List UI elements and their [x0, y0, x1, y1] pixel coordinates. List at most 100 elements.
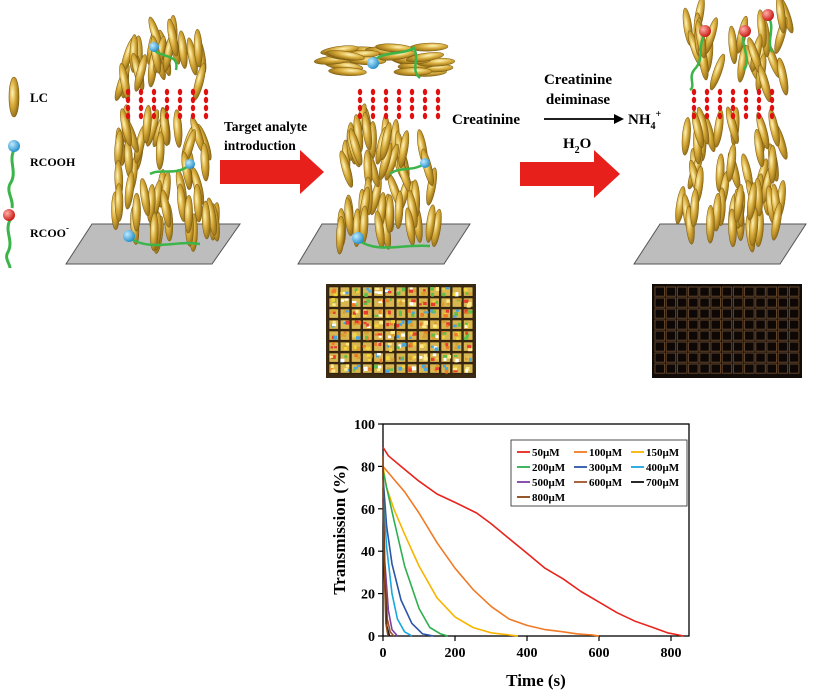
- x-tick-label: 800: [661, 646, 682, 661]
- interface-dot: [203, 96, 209, 104]
- interface-dot: [730, 104, 736, 112]
- pom-cell: [665, 319, 677, 330]
- interface-dot: [151, 104, 157, 112]
- pom-cell: [688, 352, 699, 363]
- lc-molecule: [184, 194, 193, 234]
- lc-molecule: [728, 25, 738, 65]
- pom-cell: [676, 297, 688, 308]
- chart-xlabel: Time (s): [506, 671, 566, 690]
- pom-cell: [373, 352, 384, 363]
- lc-molecule: [328, 67, 367, 76]
- lc-molecule: [178, 30, 188, 69]
- lc-molecule: [201, 200, 211, 240]
- lc-legend-icon: [8, 76, 20, 118]
- interface-dot: [409, 96, 415, 104]
- enzyme-line2: deiminase: [546, 92, 611, 108]
- pom-cell: [328, 341, 339, 352]
- lc-molecule: [344, 197, 354, 236]
- legend-label: 100μM: [589, 447, 623, 459]
- interface-dot: [691, 88, 697, 96]
- lc-molecule: [734, 184, 744, 223]
- interface-dot: [151, 112, 157, 120]
- pom-cell: [688, 308, 699, 319]
- head-group-red: [762, 9, 774, 21]
- interface-dot: [769, 112, 775, 120]
- pom-cell: [351, 308, 362, 319]
- interface-dot: [190, 88, 196, 96]
- interface-dot: [177, 96, 183, 104]
- pom-cell: [732, 286, 744, 297]
- pom-cell: [463, 286, 474, 297]
- rcoo-legend-icon: [3, 209, 15, 269]
- lc-molecule: [181, 151, 193, 190]
- interface-dot: [743, 104, 749, 112]
- pom-cell: [665, 308, 677, 319]
- pom-cell: [328, 363, 339, 374]
- lc-molecule: [348, 128, 363, 166]
- transmission-chart: 0 200 400 600 800 0 20 40 60 80 100 Time (s) Trans…: [330, 418, 690, 690]
- interface-dot: [125, 112, 131, 120]
- reaction-arrow-head: [614, 114, 624, 124]
- lc-molecule: [421, 148, 434, 186]
- interface-dot: [125, 104, 131, 112]
- pom-cell: [665, 341, 677, 352]
- pom-cell: [755, 352, 766, 363]
- pom-cell: [676, 363, 688, 374]
- lc-molecule: [155, 131, 165, 170]
- legend-label: 800μM: [532, 492, 566, 504]
- interface-dot: [743, 96, 749, 104]
- pom-image-dark: [652, 284, 802, 378]
- pom-cell: [654, 330, 665, 341]
- pom-cell: [721, 363, 733, 374]
- pom-cell: [665, 330, 677, 341]
- pom-cell: [395, 286, 407, 297]
- interface-dot: [769, 96, 775, 104]
- interface-dot: [177, 88, 183, 96]
- pom-cell: [339, 319, 351, 330]
- water-h: H: [563, 136, 575, 152]
- pom-cell: [755, 319, 766, 330]
- pom-cell: [710, 319, 721, 330]
- pom-cell: [788, 352, 800, 363]
- stack1-chains: [123, 42, 201, 247]
- lc-molecule-layer: [111, 0, 794, 255]
- pom-cell: [418, 319, 429, 330]
- interface-dot: [704, 88, 710, 96]
- pom-cell: [665, 297, 677, 308]
- pom-cell: [788, 308, 800, 319]
- pom-cell: [777, 330, 789, 341]
- stack3-chains: [689, 9, 774, 92]
- y-tick-label: 0: [368, 630, 375, 645]
- nh-sub: 4: [651, 121, 656, 132]
- interface-dot: [435, 112, 441, 120]
- pom-cell: [710, 352, 721, 363]
- pom-cell: [732, 319, 744, 330]
- chart-ticks: [378, 423, 672, 641]
- pom-cell: [665, 363, 677, 374]
- substrate-right: [633, 223, 807, 265]
- interface-dot: [203, 88, 209, 96]
- interface-dot: [435, 96, 441, 104]
- lc-molecule: [139, 178, 151, 217]
- pom-cell: [676, 319, 688, 330]
- chart-series-lines: [382, 446, 684, 637]
- interface-dot: [164, 88, 170, 96]
- lc-molecule: [120, 108, 132, 147]
- interface-dot: [704, 104, 710, 112]
- interface-dot: [138, 112, 144, 120]
- pom-cell: [744, 341, 755, 352]
- interface-dot: [717, 112, 723, 120]
- pom-cell: [699, 363, 710, 374]
- enzyme-line1: Creatinine: [544, 72, 612, 88]
- series-line: [382, 487, 413, 637]
- interface-dot: [203, 104, 209, 112]
- interface-dot: [756, 112, 762, 120]
- legend-label: 50μM: [532, 447, 560, 459]
- pom-cell: [710, 308, 721, 319]
- interface-dot: [357, 104, 363, 112]
- interface-dot: [704, 96, 710, 104]
- interface-dot: [383, 104, 389, 112]
- pom-cell: [777, 308, 789, 319]
- product-ammonium: NH4+: [628, 109, 662, 132]
